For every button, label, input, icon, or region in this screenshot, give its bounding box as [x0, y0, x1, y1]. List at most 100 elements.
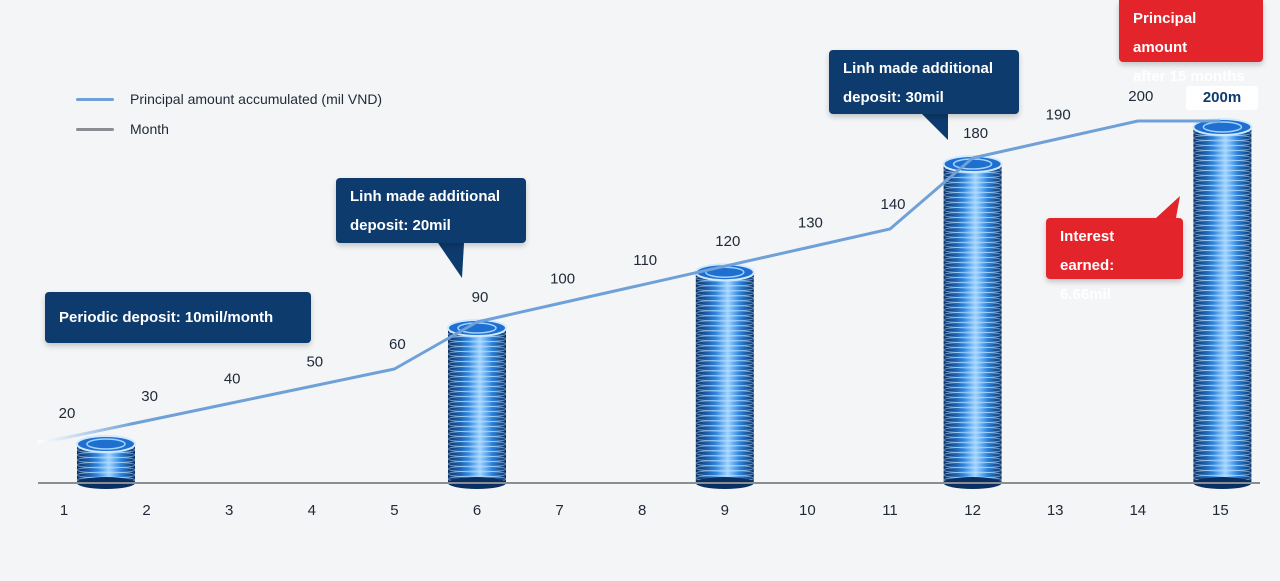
coin-ridge	[943, 386, 1003, 394]
coin-ridge	[695, 329, 755, 337]
coin-ridge	[943, 321, 1003, 329]
x-tick-labels: 1 2 3 4 5 6 7 8 9 10 11 12 13 14 15	[60, 502, 1229, 519]
legend-label-month: Month	[130, 121, 169, 137]
coin-ridge	[695, 334, 755, 342]
coin-ridge	[1192, 244, 1252, 252]
coin-ridge	[1192, 184, 1252, 192]
coin-ridge	[1192, 209, 1252, 217]
coin-ridge	[1192, 199, 1252, 207]
coin-stack-month-12	[942, 155, 1003, 489]
coin-ridge	[695, 339, 755, 347]
coin-ridge	[943, 341, 1003, 349]
coin-ridge	[695, 294, 755, 302]
x-tick-label: 9	[721, 502, 729, 519]
coin-ridge	[1192, 364, 1252, 372]
coin-ridge	[943, 461, 1003, 469]
coin-ridge	[1192, 414, 1252, 422]
callout-deposit-30-line2: deposit: 30mil	[843, 89, 944, 106]
coin-ridge	[447, 415, 507, 423]
x-tick-label: 14	[1129, 502, 1146, 519]
coin-ridge	[1192, 409, 1252, 417]
coin-ridge	[695, 439, 755, 447]
coin-ridge	[943, 311, 1003, 319]
x-tick-label: 2	[142, 502, 150, 519]
x-tick-label: 1	[60, 502, 68, 519]
coin-ridge	[1192, 194, 1252, 202]
coin-ridge	[1192, 429, 1252, 437]
coin-ridge	[695, 314, 755, 322]
callout-deposit-20-line2: deposit: 20mil	[350, 217, 451, 234]
coin-ridge	[695, 299, 755, 307]
coin-ridge	[943, 276, 1003, 284]
coin-ridge	[1192, 249, 1252, 257]
coin-stack-body	[695, 272, 754, 483]
coin-ridge	[695, 459, 755, 467]
coin-ridge	[447, 425, 507, 433]
coin-ridge	[943, 416, 1003, 424]
coin-ridge	[695, 364, 755, 372]
coin-ridge	[447, 435, 507, 443]
coin-ridge	[447, 450, 507, 458]
x-tick-label: 8	[638, 502, 646, 519]
coin-ridge	[1192, 469, 1252, 477]
coin-ridge	[1192, 234, 1252, 242]
coin-ridge	[1192, 374, 1252, 382]
coin-ridge	[447, 360, 507, 368]
coin-ridge	[943, 226, 1003, 234]
data-label: 40	[224, 371, 241, 388]
coin-ridge	[695, 309, 755, 317]
coin-ridge	[695, 399, 755, 407]
coin-ridge	[943, 281, 1003, 289]
coin-ridge	[447, 455, 507, 463]
x-tick-label: 5	[390, 502, 398, 519]
coin-ridge	[1192, 309, 1252, 317]
coin-ridge	[1192, 154, 1252, 162]
final-amount-badge: 200m	[1186, 86, 1258, 110]
coin-ridge	[943, 466, 1003, 474]
data-label: 60	[389, 336, 406, 353]
coin-ridge	[695, 409, 755, 417]
x-tick-label: 10	[799, 502, 816, 519]
coin-ridge	[447, 460, 507, 468]
coin-ridge	[943, 446, 1003, 454]
callout-final-line2: after 15 months	[1133, 68, 1245, 85]
coin-ridge	[695, 354, 755, 362]
coin-ridge	[943, 376, 1003, 384]
coin-stack-month-6	[447, 319, 507, 489]
x-tick-label: 13	[1047, 502, 1064, 519]
x-tick-label: 3	[225, 502, 233, 519]
data-label: 110	[633, 252, 657, 269]
coin-ridge	[447, 445, 507, 453]
coin-ridge	[943, 286, 1003, 294]
x-tick-label: 6	[473, 502, 481, 519]
data-label: 30	[141, 388, 158, 405]
coin-ridge	[447, 340, 507, 348]
coin-ridge	[943, 296, 1003, 304]
coin-ridge	[1192, 389, 1252, 397]
coin-ridge	[695, 284, 755, 292]
coin-ridge	[447, 350, 507, 358]
coin-ridge	[943, 241, 1003, 249]
callout-principal-after-15-months: Principal amount after 15 months	[1119, 0, 1263, 85]
coin-ridge	[943, 356, 1003, 364]
coin-ridge	[943, 456, 1003, 464]
coin-ridge	[1192, 294, 1252, 302]
coin-ridge	[943, 406, 1003, 414]
coin-ridge	[943, 261, 1003, 269]
coin-ridge	[943, 236, 1003, 244]
coin-ridge	[1192, 339, 1252, 347]
coin-ridge	[695, 429, 755, 437]
coin-ridge	[943, 206, 1003, 214]
coin-ridge	[943, 266, 1003, 274]
coin-ridge	[1192, 264, 1252, 272]
coin-ridge	[1192, 459, 1252, 467]
coin-ridge	[447, 400, 507, 408]
coin-ridge	[1192, 254, 1252, 262]
coin-ridge	[695, 444, 755, 452]
coin-ridge	[943, 421, 1003, 429]
coin-ridge	[76, 461, 136, 469]
coin-ridge	[943, 391, 1003, 399]
callout-pointer	[922, 114, 948, 140]
coin-ridge	[943, 256, 1003, 264]
